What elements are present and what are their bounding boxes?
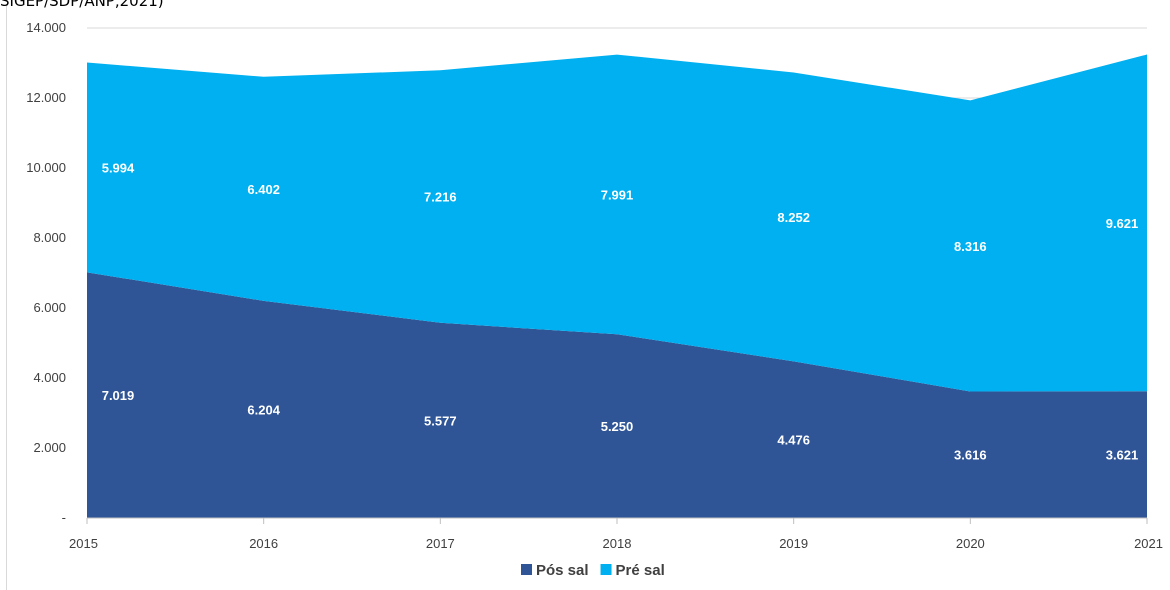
series-area-1	[87, 54, 1147, 392]
data-label: 5.994	[102, 160, 135, 175]
data-label: 5.250	[601, 419, 634, 434]
x-axis: 2015 2016 2017 2018 2019 2020 2021	[69, 517, 1163, 551]
series-area-0	[87, 272, 1147, 518]
y-tick-label: 4.000	[33, 370, 66, 385]
data-label: 7.991	[601, 187, 634, 202]
legend-label: Pós sal	[536, 562, 589, 579]
legend-swatch	[600, 564, 612, 575]
y-tick-label: -	[62, 510, 66, 525]
legend-label: Pré sal	[616, 562, 665, 579]
y-tick-label: 6.000	[33, 300, 66, 315]
y-tick-label: 2.000	[33, 440, 66, 455]
x-tick-label: 2017	[426, 536, 455, 551]
chart-frame	[6, 6, 1164, 590]
y-tick-label: 12.000	[26, 90, 66, 105]
legend: Pós sal Pré sal	[521, 562, 665, 579]
data-label: 6.204	[247, 402, 280, 417]
y-tick-label: 10.000	[26, 160, 66, 175]
data-label: 5.577	[424, 413, 457, 428]
x-tick-label: 2016	[249, 536, 278, 551]
x-tick-label: 2020	[956, 536, 985, 551]
x-tick-label: 2021	[1134, 536, 1163, 551]
area-series	[87, 54, 1147, 518]
data-labels: 7.019 6.204 5.577 5.250 4.476 3.616 3.621 5.994…	[102, 160, 1139, 462]
figure-source-caption: SIGEP/SDP/ANP,2021)	[0, 0, 164, 10]
x-tick-label: 2015	[69, 536, 98, 551]
data-label: 6.402	[247, 182, 280, 197]
data-label: 7.216	[424, 190, 457, 205]
x-tick-label: 2019	[779, 536, 808, 551]
data-label: 3.616	[954, 448, 987, 463]
data-label: 4.476	[777, 433, 810, 448]
y-tick-label: 14.000	[26, 20, 66, 35]
data-label: 9.621	[1106, 216, 1139, 231]
data-label: 8.252	[777, 210, 810, 225]
y-tick-label: 8.000	[33, 230, 66, 245]
y-axis: - 2.000 4.000 6.000 8.000 10.000 12.000 14.000	[26, 20, 66, 525]
data-label: 3.621	[1106, 448, 1139, 463]
legend-swatch	[521, 564, 532, 575]
data-label: 8.316	[954, 239, 987, 254]
x-tick-label: 2018	[603, 536, 632, 551]
data-label: 7.019	[102, 388, 135, 403]
